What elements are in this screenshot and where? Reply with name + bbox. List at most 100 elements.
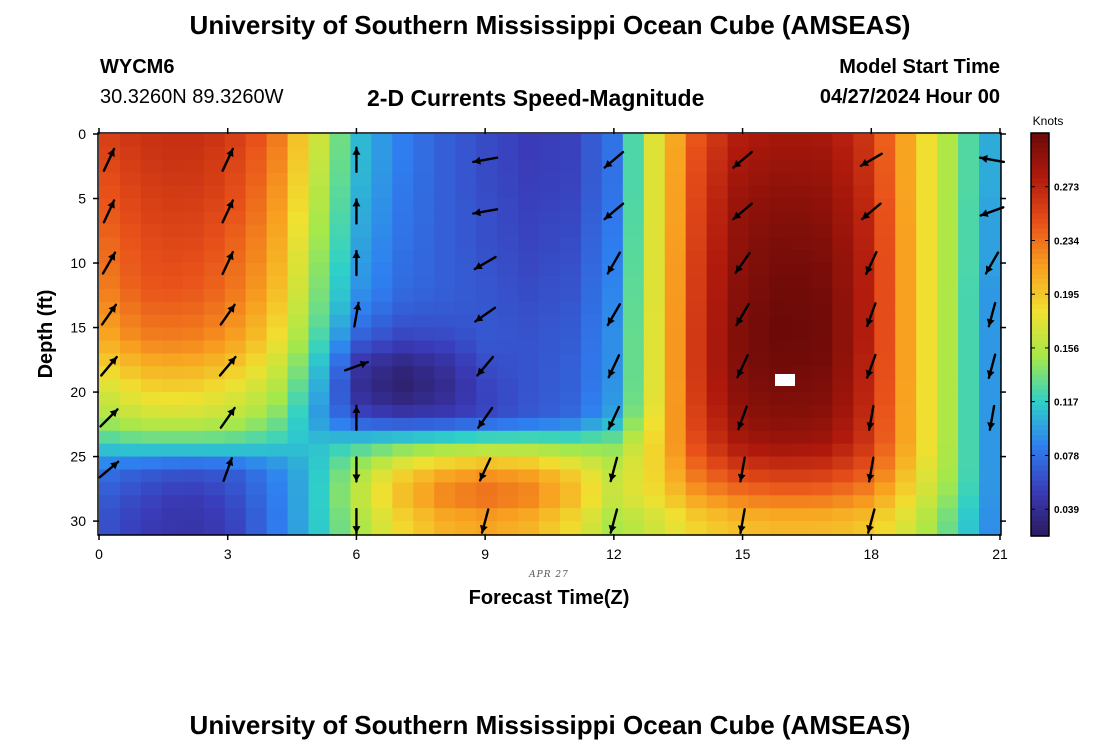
heatmap-cell (643, 211, 666, 225)
heatmap-cell (455, 392, 477, 406)
heatmap-cell (853, 275, 875, 290)
heatmap-cell (727, 288, 750, 303)
heatmap-cell (790, 288, 813, 303)
heatmap-cell (224, 430, 247, 445)
heatmap-cell (224, 211, 247, 225)
heatmap-cell (518, 456, 540, 471)
heatmap-cell (769, 469, 792, 483)
heatmap-cell (559, 172, 582, 187)
heatmap-cell (727, 392, 750, 406)
current-arrow (732, 202, 753, 221)
heatmap-cell (539, 456, 561, 471)
heatmap-cell (769, 146, 792, 161)
heatmap-cell (245, 146, 268, 161)
heatmap-cell (895, 172, 917, 187)
heatmap-cell (329, 211, 352, 225)
heatmap-cell (497, 443, 519, 458)
heatmap-cell (518, 366, 540, 380)
heatmap-cell (539, 301, 561, 316)
colorbar-swatch (1031, 440, 1049, 446)
heatmap-cell (559, 159, 582, 174)
heatmap-cell (350, 134, 372, 148)
heatmap-cell (895, 443, 917, 458)
heatmap-cell (811, 198, 833, 213)
heatmap-cell (643, 456, 666, 471)
heatmap-cell (664, 327, 687, 342)
heatmap-cell (518, 482, 540, 496)
heatmap-cell (413, 185, 435, 200)
heatmap-cell (350, 456, 372, 471)
current-arrow (100, 355, 118, 377)
heatmap-cell (664, 172, 687, 187)
heatmap-cell (958, 379, 980, 393)
heatmap-cell (350, 443, 372, 458)
x-tick-label: 12 (606, 546, 622, 562)
heatmap-cell (99, 159, 121, 174)
heatmap-cell (664, 469, 687, 483)
heatmap-cell (979, 172, 1001, 187)
heatmap-cell (455, 469, 477, 483)
heatmap-cell (161, 263, 184, 277)
heatmap-cell (601, 288, 624, 303)
heatmap-cell (539, 508, 561, 522)
colorbar-swatch (1031, 485, 1049, 492)
heatmap-cell (182, 146, 205, 161)
heatmap-cell (790, 211, 813, 225)
heatmap-cell (497, 314, 519, 329)
current-arrow (100, 303, 118, 326)
heatmap-cell (979, 482, 1001, 496)
heatmap-cell (266, 275, 289, 290)
heatmap-cell (832, 366, 854, 380)
heatmap-cell (266, 301, 289, 316)
heatmap-cell (266, 250, 289, 264)
heatmap-cell (622, 134, 645, 148)
heatmap-cell (958, 327, 980, 342)
colorbar-swatch (1031, 359, 1049, 366)
heatmap-cell (119, 404, 142, 419)
heatmap-cell (266, 237, 289, 251)
heatmap-cell (874, 288, 896, 303)
heatmap-cell (622, 340, 645, 354)
heatmap-cell (413, 275, 435, 290)
heatmap-cell (182, 134, 205, 148)
heatmap-cell (727, 327, 750, 342)
heatmap-cell (748, 275, 771, 290)
heatmap-cell (413, 224, 435, 238)
current-arrow (219, 406, 236, 429)
heatmap-cell (119, 430, 142, 445)
y-tick-label: 30 (70, 513, 86, 529)
heatmap-cell (161, 456, 184, 471)
heatmap-cell (245, 508, 268, 522)
heatmap-cell (559, 327, 582, 342)
heatmap-cell (685, 211, 708, 225)
heatmap-cell (874, 456, 896, 471)
heatmap-cell (161, 301, 184, 316)
heatmap-cell (958, 211, 980, 225)
heatmap-cell (497, 250, 519, 264)
heatmap-cell (434, 521, 456, 535)
heatmap-cell (392, 275, 414, 290)
heatmap-cell (664, 456, 687, 471)
heatmap-cell (203, 250, 226, 264)
heatmap-cell (182, 508, 205, 522)
heatmap-cell (895, 417, 917, 432)
heatmap-cell (958, 185, 980, 200)
heatmap-cell (392, 146, 414, 161)
heatmap-cell (622, 250, 645, 264)
heatmap-cell (790, 508, 813, 522)
heatmap-cell (203, 443, 226, 458)
heatmap-cell (895, 508, 917, 522)
heatmap-cell (434, 198, 456, 213)
heatmap-cell (748, 134, 771, 148)
heatmap-cell (643, 404, 666, 419)
heatmap-cell (182, 417, 205, 432)
heatmap-cell (455, 146, 477, 161)
colorbar-swatch (1031, 379, 1049, 386)
heatmap-cell (266, 198, 289, 213)
heatmap-cell (727, 443, 750, 458)
heatmap-cell (497, 482, 519, 496)
heatmap-cell (476, 430, 498, 445)
heatmap-cell (266, 146, 289, 161)
heatmap-cell (434, 404, 456, 419)
heatmap-cell (622, 469, 645, 483)
